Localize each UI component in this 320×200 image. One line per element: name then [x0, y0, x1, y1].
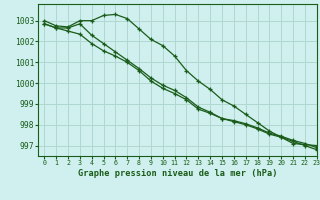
X-axis label: Graphe pression niveau de la mer (hPa): Graphe pression niveau de la mer (hPa) — [78, 169, 277, 178]
